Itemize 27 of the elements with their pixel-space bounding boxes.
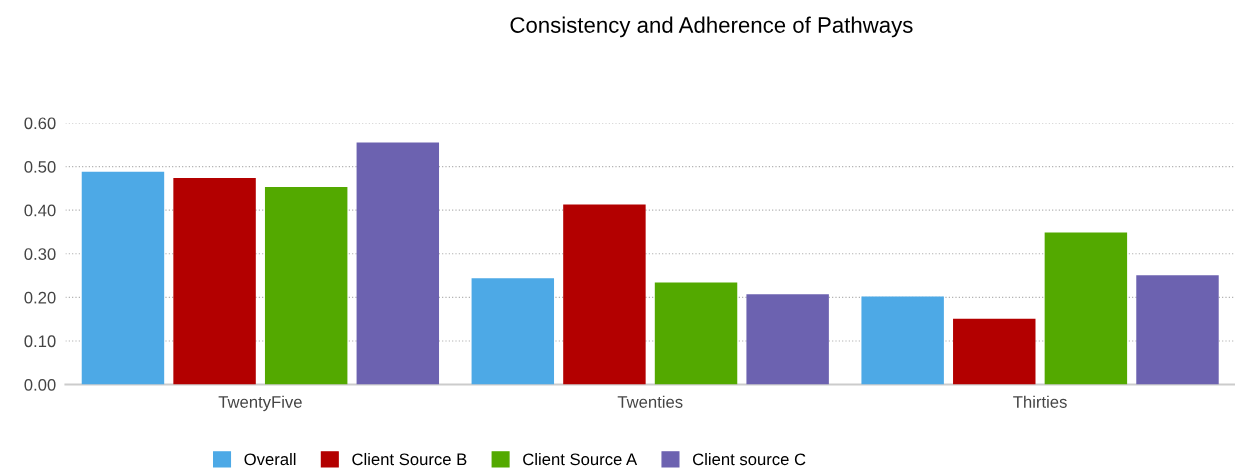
bar [861, 296, 944, 385]
bar [1044, 232, 1128, 385]
bar [563, 204, 646, 385]
bar [264, 187, 348, 385]
x-tick-label: TwentyFive [218, 395, 302, 412]
bar [356, 142, 440, 385]
chart-title: Consistency and Adherence of Pathways [510, 16, 913, 38]
legend-label: Overall [244, 452, 296, 466]
bar [471, 278, 555, 385]
y-tick-label: 0.00 [24, 378, 56, 391]
legend-label: Client source C [692, 452, 806, 466]
x-tick-label: Twenties [617, 395, 683, 408]
bar [173, 177, 256, 385]
bar [746, 294, 829, 385]
bar [1136, 275, 1219, 385]
y-tick-label: 0.20 [24, 291, 56, 304]
bar [654, 282, 738, 385]
y-tick-label: 0.60 [24, 117, 56, 130]
legend-label: Client Source A [523, 452, 638, 466]
bar [81, 171, 165, 385]
x-tick-label: Thirties [1013, 395, 1067, 408]
legend-label: Client Source B [352, 452, 467, 466]
y-tick-label: 0.50 [24, 160, 56, 173]
bar [953, 318, 1036, 385]
y-tick-label: 0.40 [24, 204, 56, 217]
y-tick-label: 0.30 [24, 248, 56, 260]
y-tick-label: 0.10 [24, 335, 56, 348]
